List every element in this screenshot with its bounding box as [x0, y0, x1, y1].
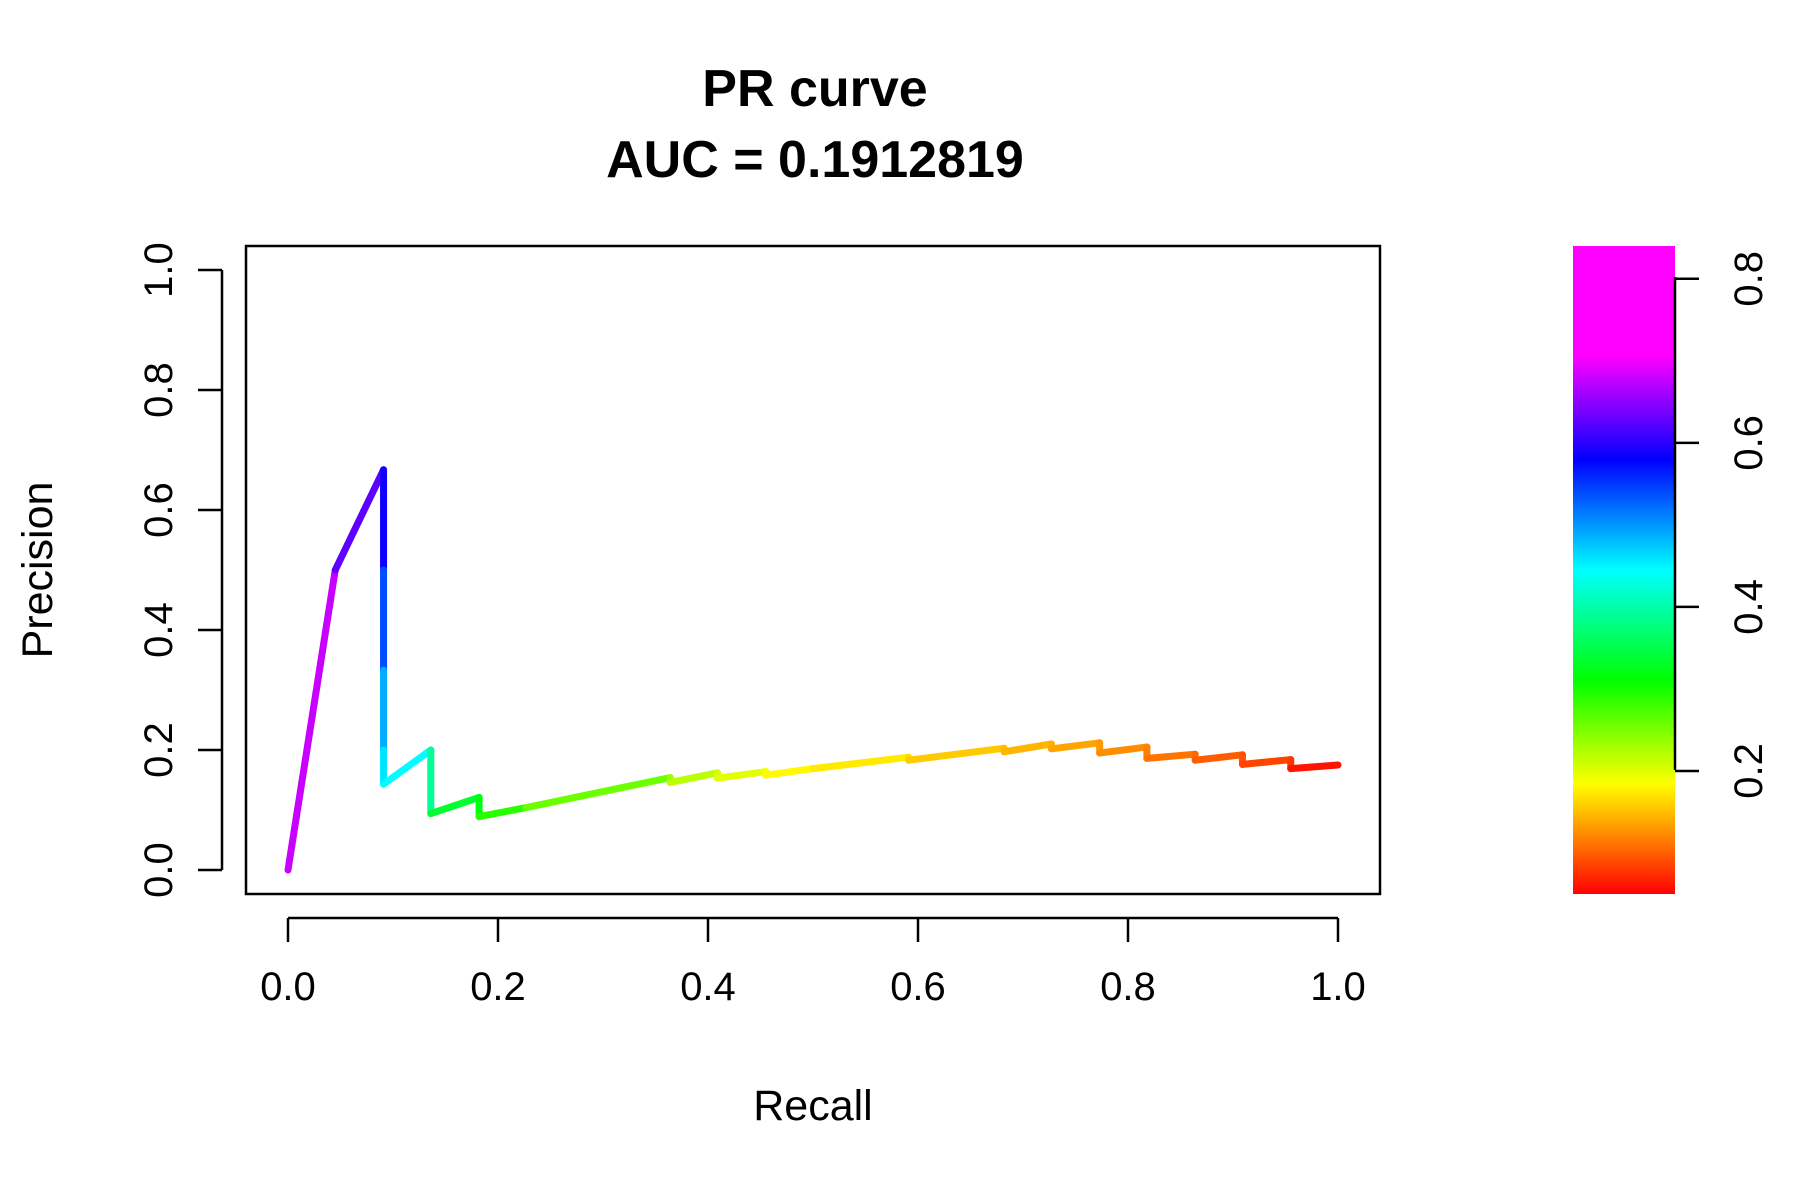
pr-curve-segment: [1191, 751, 1246, 764]
x-tick-label: 0.4: [680, 965, 736, 1009]
pr-curve-segment: [522, 774, 674, 812]
colorbar-tick-label: 0.4: [1727, 579, 1771, 635]
pr-curve-segment: [905, 744, 1008, 764]
pr-curve-segment: [331, 466, 388, 574]
pr-curve-segment: [1143, 750, 1199, 762]
pr-curve-segment: [713, 768, 770, 782]
y-tick-label: 0.8: [137, 362, 181, 418]
x-tick-label: 0.8: [1100, 965, 1156, 1009]
colorbar: [1573, 246, 1675, 894]
chart-subtitle: AUC = 0.1912819: [606, 131, 1024, 189]
y-tick-label: 0.0: [137, 842, 181, 898]
x-axis-label: Recall: [753, 1082, 873, 1130]
y-tick-label: 0.4: [137, 602, 181, 658]
pr-curve-segment: [809, 753, 913, 773]
plot-frame: [244, 244, 1382, 896]
pr-curve-segment: [475, 804, 530, 821]
x-tick-label: 0.6: [890, 965, 946, 1009]
pr-curve-segment: [1000, 740, 1055, 756]
pr-curve-segment: [762, 765, 817, 779]
pr-curve-segment: [427, 793, 483, 818]
x-tick-label: 0.2: [470, 965, 526, 1009]
pr-curve-segment: [1238, 756, 1295, 768]
y-tick-label: 0.2: [137, 722, 181, 778]
x-tick-label: 1.0: [1310, 965, 1366, 1009]
y-tick-label: 0.6: [137, 482, 181, 538]
pr-curve-segment: [1287, 761, 1342, 773]
colorbar-tick-label: 0.6: [1727, 415, 1771, 471]
pr-curve-segment: [284, 566, 339, 874]
chart-title: PR curve: [702, 60, 927, 118]
pr-curve-line: [284, 466, 1342, 874]
pr-curve-segment: [1047, 739, 1104, 753]
x-axis: 0.0 0.2 0.4 0.6 0.8 1.0: [260, 916, 1366, 1009]
x-tick-label: 0.0: [260, 965, 316, 1009]
y-tick-label: 1.0: [137, 242, 181, 298]
colorbar-axis: 0.2 0.4 0.6 0.8: [1675, 251, 1771, 799]
colorbar-tick-label: 0.8: [1727, 251, 1771, 307]
pr-curve-segment: [380, 746, 435, 788]
colorbar-tick-label: 0.2: [1727, 743, 1771, 799]
pr-curve-segment: [1096, 743, 1151, 757]
y-axis-label: Precision: [14, 482, 62, 659]
y-axis: 0.0 0.2 0.4 0.6 0.8 1.0: [137, 242, 224, 898]
pr-curve-segment: [666, 769, 721, 786]
